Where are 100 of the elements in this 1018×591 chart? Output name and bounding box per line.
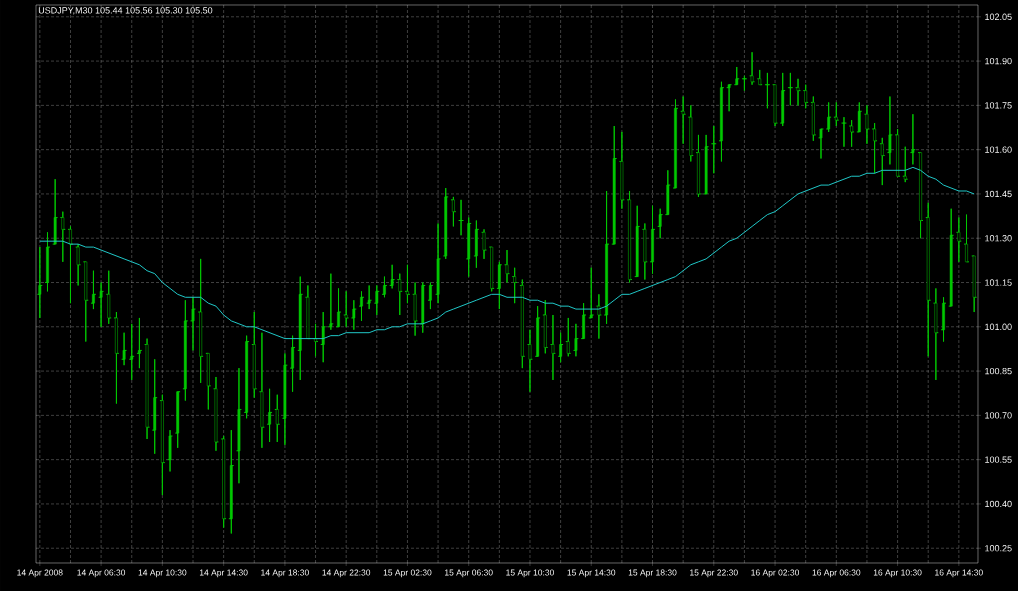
candlestick (825, 101, 832, 133)
candlestick (481, 228, 487, 260)
x-tick-label: 15 Apr 14:30 (567, 569, 616, 578)
candlestick (373, 284, 380, 316)
candlestick (527, 329, 533, 393)
candlestick (396, 273, 403, 316)
candlestick (404, 264, 411, 304)
candlestick (136, 317, 143, 369)
candlestick (343, 290, 350, 328)
candlestick (955, 217, 962, 263)
candlestick (772, 84, 778, 127)
x-tick-label: 16 Apr 10:30 (873, 569, 922, 578)
candlestick (695, 134, 702, 198)
candlestick (496, 261, 503, 310)
candlestick (419, 282, 426, 334)
y-tick-label: 101.60 (985, 146, 1012, 153)
candlestick (220, 435, 227, 529)
x-tick-label: 14 Apr 2008 (17, 569, 63, 578)
candlestick (818, 128, 824, 160)
candlestick (304, 284, 311, 340)
x-tick-label: 15 Apr 10:30 (506, 569, 554, 578)
candlestick (802, 84, 809, 109)
candlestick (312, 323, 319, 357)
y-tick-label: 102.05 (985, 13, 1012, 20)
candlestick (703, 134, 710, 195)
candlestick (649, 205, 656, 275)
candlestick (82, 261, 89, 343)
candlestick (841, 116, 847, 148)
candlestick (350, 299, 357, 331)
candlestick (458, 199, 464, 236)
candlestick (856, 101, 863, 133)
candlestick (879, 137, 886, 186)
candlestick (833, 101, 840, 127)
candlestick (641, 222, 648, 281)
candlestick (572, 323, 579, 357)
candlestick (144, 338, 151, 440)
candlestick (159, 394, 166, 496)
y-tick-label: 101.45 (985, 190, 1012, 198)
candlestick (450, 196, 457, 227)
candlestick (36, 246, 43, 319)
candlestick (741, 75, 748, 92)
candlestick (588, 267, 595, 319)
candlestick (603, 190, 610, 325)
candlestick (320, 311, 327, 363)
candlestick (205, 352, 212, 410)
candlestick (128, 323, 135, 381)
candlestick (565, 317, 572, 357)
candlestick (664, 169, 671, 216)
candlestick (297, 276, 304, 381)
candlestick (151, 358, 158, 455)
candlestick (243, 335, 250, 419)
candlestick (335, 287, 342, 328)
candlestick (680, 96, 687, 145)
x-tick-label: 15 Apr 06:30 (445, 569, 493, 578)
y-tick-label: 100.25 (985, 545, 1012, 552)
candlestick (442, 187, 449, 260)
candlestick (710, 125, 717, 174)
candlestick (971, 255, 978, 313)
candlestick (795, 78, 801, 106)
candlestick (534, 305, 541, 357)
candlestick (90, 270, 97, 310)
candlestick (580, 302, 587, 340)
x-tick-label: 15 Apr 22:30 (690, 569, 738, 578)
candlestick (886, 96, 893, 165)
candlestick (864, 104, 870, 145)
y-tick-label: 101.00 (985, 323, 1012, 330)
y-tick-label: 100.55 (985, 456, 1012, 463)
candlestick (121, 332, 128, 366)
candlestick (75, 243, 82, 286)
candlestick (557, 332, 564, 363)
y-tick-label: 101.90 (985, 57, 1012, 65)
candlestick (52, 178, 59, 245)
candlestick (542, 299, 549, 354)
candlestick (213, 376, 219, 452)
y-tick-label: 101.30 (985, 235, 1012, 242)
y-tick-label: 100.40 (985, 500, 1012, 508)
candlestick (963, 214, 970, 263)
x-tick-label: 16 Apr 06:30 (812, 569, 861, 578)
candlestick (182, 299, 189, 402)
candlestick (289, 335, 296, 393)
candlestick (902, 146, 909, 183)
candlestick (848, 119, 855, 148)
candlestick (810, 96, 817, 142)
candlestick (389, 264, 396, 289)
chart-title: USDJPY,M30 105.44 105.56 105.30 105.50 (38, 7, 213, 15)
candlestick (618, 131, 625, 210)
candlestick (909, 113, 916, 165)
candlestick (948, 208, 955, 307)
candlestick (258, 332, 265, 449)
candlestick (59, 211, 66, 263)
candlestick (98, 282, 105, 328)
candlestick (274, 394, 281, 443)
candlestick (764, 72, 771, 109)
candlestick (687, 104, 694, 162)
candlestick (871, 122, 878, 174)
x-tick-label: 14 Apr 18:30 (261, 569, 309, 578)
candlestick (113, 311, 120, 405)
candlestick (925, 202, 932, 357)
x-tick-label: 15 Apr 02:30 (383, 569, 432, 578)
candlestick (465, 217, 472, 278)
